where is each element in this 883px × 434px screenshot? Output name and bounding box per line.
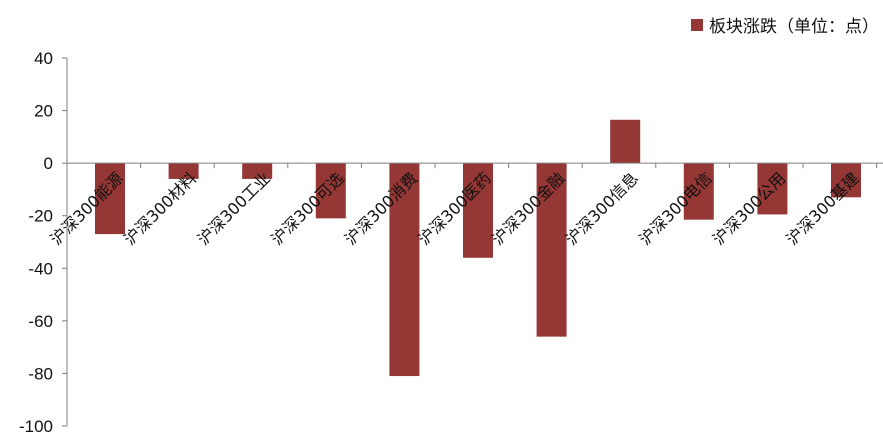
- y-tick-label: 0: [44, 154, 53, 173]
- category-label: 沪深300工业: [194, 169, 274, 249]
- bar: [536, 163, 567, 337]
- bar: [683, 163, 714, 220]
- bar: [95, 163, 125, 235]
- legend-swatch: [691, 18, 703, 31]
- y-tick-label: 20: [34, 102, 53, 121]
- y-tick-label: -20: [28, 207, 53, 226]
- legend-label: 板块涨跌（单位：点）: [709, 17, 879, 37]
- category-label: 沪深300材料: [120, 169, 200, 249]
- y-tick-label: -100: [19, 417, 53, 434]
- chart-legend: 板块涨跌（单位：点）: [691, 12, 879, 37]
- bar: [610, 119, 641, 164]
- y-tick-label: -60: [28, 312, 53, 331]
- bar: [757, 163, 788, 215]
- bar: [831, 163, 861, 198]
- y-tick-label: -80: [28, 364, 53, 383]
- bar: [389, 163, 420, 377]
- bar: [168, 163, 199, 179]
- bar: [242, 163, 273, 179]
- y-tick-label: 40: [34, 49, 53, 68]
- category-label: 沪深300信息: [562, 169, 642, 249]
- bar: [463, 163, 493, 258]
- category-label: 沪深300基建: [783, 169, 863, 249]
- bar: [315, 163, 346, 219]
- y-tick-label: -40: [28, 259, 53, 278]
